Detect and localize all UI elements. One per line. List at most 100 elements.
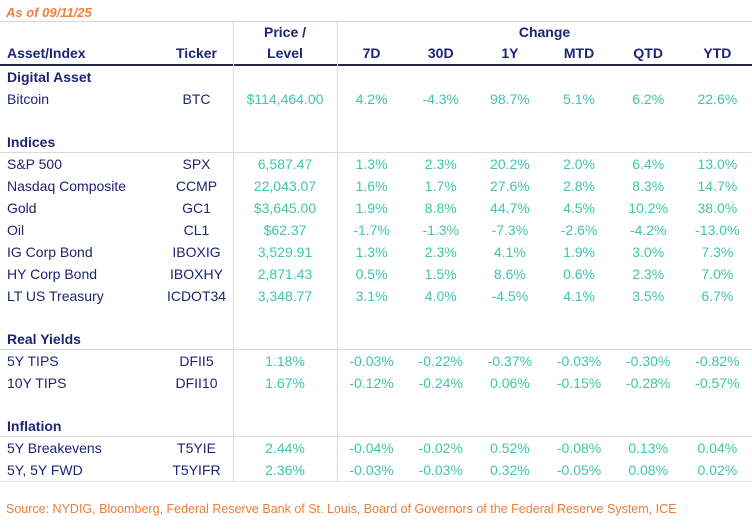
change-value: 98.7% [490, 91, 530, 107]
price-level: 2.36% [265, 462, 305, 478]
change-value: 1.9% [563, 244, 595, 260]
price-level: $3,645.00 [253, 200, 317, 216]
price-level: 1.67% [265, 375, 305, 391]
section-label: Digital Asset [7, 69, 92, 85]
change-value: 2.0% [563, 156, 595, 172]
price-level: $62.37 [263, 222, 307, 238]
asset-name: 10Y TIPS [7, 375, 67, 391]
change-value: 1.7% [424, 178, 457, 194]
change-value: -1.7% [353, 222, 390, 238]
header-asset-index: Asset/Index [7, 45, 86, 61]
change-value: -0.03% [349, 353, 394, 369]
change-value: 3.0% [632, 244, 665, 260]
change-value: -0.24% [418, 375, 463, 391]
asset-name: 5Y, 5Y FWD [7, 462, 83, 478]
asset-name: 5Y TIPS [7, 353, 59, 369]
asset-name: Oil [7, 222, 25, 238]
change-value: -0.30% [626, 353, 671, 369]
spacer-row [0, 307, 752, 328]
ticker: DFII10 [175, 375, 218, 391]
change-value: 0.02% [697, 462, 738, 478]
change-value: 0.6% [563, 266, 595, 282]
change-value: -0.03% [556, 353, 602, 369]
change-value: 7.0% [701, 266, 734, 282]
change-value: 2.3% [424, 244, 457, 260]
ticker: CL1 [183, 222, 210, 238]
change-value: -4.2% [629, 222, 667, 238]
change-value: -0.05% [556, 462, 602, 478]
price-level: 3,348.77 [257, 288, 313, 304]
change-value: 8.3% [632, 178, 665, 194]
change-value: 38.0% [697, 200, 738, 216]
price-level: 2,871.43 [257, 266, 313, 282]
table-row: LT US Treasury ICDOT34 3,348.77 3.1% 4.0… [0, 285, 752, 307]
header-spacer [160, 22, 233, 43]
ticker: BTC [182, 91, 211, 107]
change-value: 0.13% [628, 440, 669, 456]
change-value: 4.1% [563, 288, 595, 304]
section-header-row: Inflation [0, 415, 752, 437]
change-value: 1.6% [355, 178, 388, 194]
change-value: 0.06% [490, 375, 530, 391]
change-value: 4.0% [424, 288, 457, 304]
change-value: 2.3% [632, 266, 665, 282]
change-value: 4.2% [355, 91, 388, 107]
change-value: 3.5% [632, 288, 665, 304]
change-value: -0.82% [695, 353, 740, 369]
asset-name: Bitcoin [7, 91, 50, 107]
change-value: 27.6% [490, 178, 530, 194]
section-header-row: Digital Asset [0, 66, 752, 88]
asset-name: Nasdaq Composite [7, 178, 127, 194]
price-level: $114,464.00 [246, 91, 324, 107]
section-label: Real Yields [7, 331, 81, 347]
section-header-row: Real Yields [0, 328, 752, 350]
change-value: 7.3% [701, 244, 734, 260]
change-value: -0.03% [349, 462, 394, 478]
as-of-date: As of 09/11/25 [6, 5, 92, 20]
spacer-row [0, 394, 752, 415]
change-value: -13.0% [695, 222, 740, 238]
change-value: 0.5% [355, 266, 388, 282]
table-row: 5Y, 5Y FWD T5YIFR 2.36% -0.03% -0.03% 0.… [0, 459, 752, 481]
header-7d: 7D [362, 45, 381, 61]
table-body: Digital Asset Bitcoin BTC $114,464.00 4.… [0, 66, 752, 481]
change-value: 14.7% [697, 178, 738, 194]
table-row: Bitcoin BTC $114,464.00 4.2% -4.3% 98.7%… [0, 88, 752, 110]
price-level: 2.44% [265, 440, 305, 456]
change-value: -0.08% [556, 440, 602, 456]
change-value: -0.12% [349, 375, 394, 391]
change-value: -1.3% [422, 222, 460, 238]
change-value: -0.04% [349, 440, 394, 456]
change-value: 6.4% [632, 156, 665, 172]
table-row: 5Y TIPS DFII5 1.18% -0.03% -0.22% -0.37%… [0, 350, 752, 372]
table-row: 5Y Breakevens T5YIE 2.44% -0.04% -0.02% … [0, 437, 752, 459]
change-value: -2.6% [560, 222, 598, 238]
section-label: Indices [7, 134, 56, 150]
ticker: ICDOT34 [166, 288, 227, 304]
asset-name: LT US Treasury [7, 288, 104, 304]
change-value: 1.3% [355, 156, 388, 172]
change-value: 0.04% [697, 440, 738, 456]
change-value: 4.1% [493, 244, 526, 260]
page: As of 09/11/25 Price / Change Asset/Inde… [0, 5, 752, 516]
vertical-divider-change [337, 22, 338, 481]
change-value: 1.3% [355, 244, 388, 260]
spacer-row [0, 110, 752, 131]
table-row: Nasdaq Composite CCMP 22,043.07 1.6% 1.7… [0, 175, 752, 197]
change-value: 13.0% [697, 156, 738, 172]
price-level: 6,587.47 [257, 156, 313, 172]
header-ticker: Ticker [176, 45, 217, 61]
change-value: 0.08% [628, 462, 669, 478]
source-note: Source: NYDIG, Bloomberg, Federal Reserv… [6, 502, 677, 516]
header-30d: 30D [427, 45, 454, 61]
ticker: IBOXHY [170, 266, 223, 282]
section-header-row: Indices [0, 131, 752, 153]
change-value: -4.5% [491, 288, 529, 304]
change-value: 0.32% [490, 462, 530, 478]
change-value: -0.02% [418, 440, 463, 456]
change-value: -0.28% [626, 375, 671, 391]
change-value: 2.3% [424, 156, 457, 172]
change-value: -4.3% [422, 91, 460, 107]
change-value: -7.3% [491, 222, 529, 238]
ticker: GC1 [182, 200, 211, 216]
